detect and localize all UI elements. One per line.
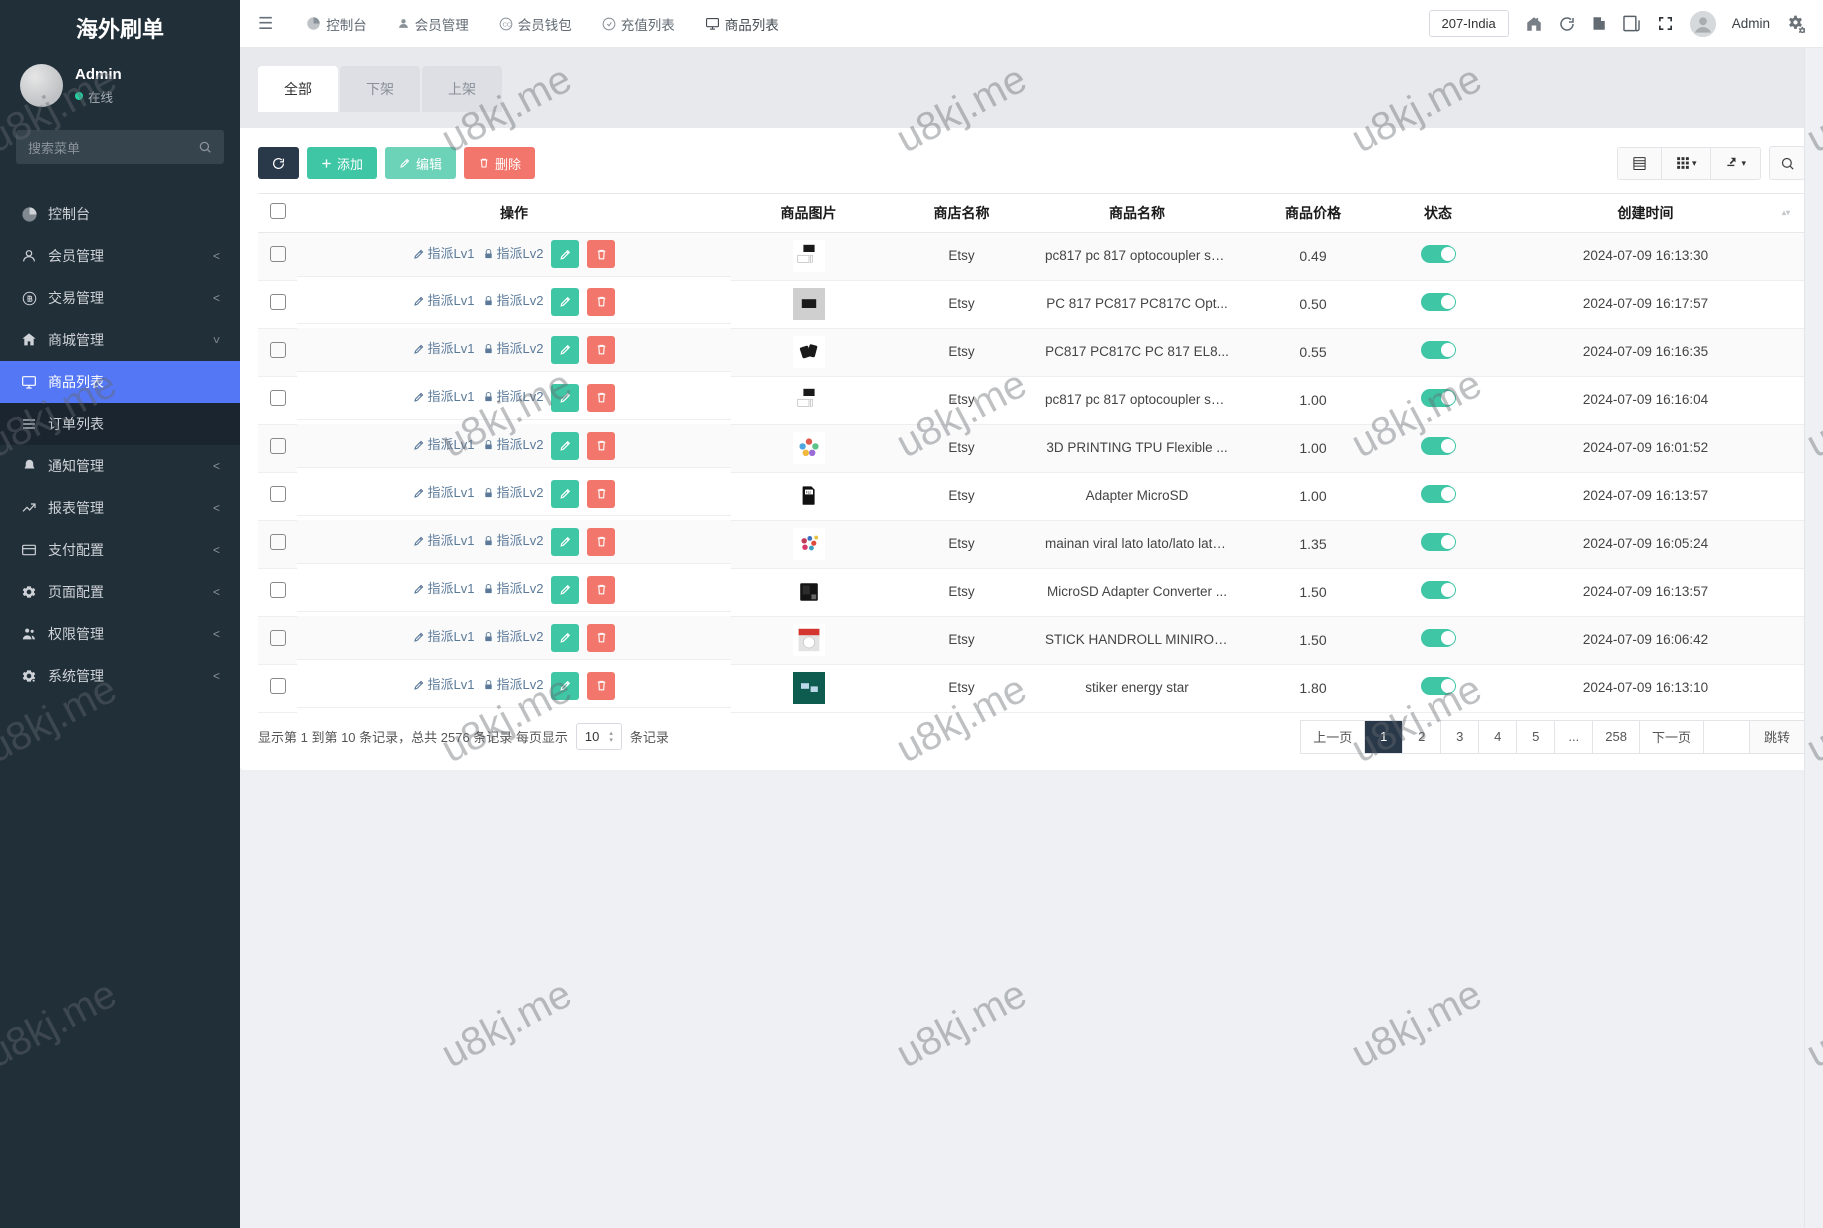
svg-text:CC: CC — [502, 22, 510, 28]
svg-text:Fsz: Fsz — [805, 491, 811, 495]
